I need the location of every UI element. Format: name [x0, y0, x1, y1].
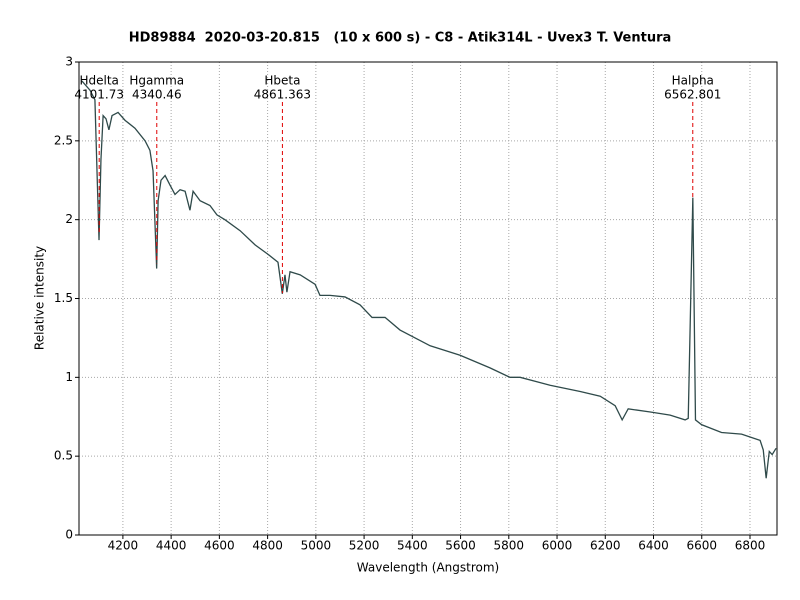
annotation-label: Hdelta — [79, 74, 118, 88]
y-tick-label: 0.5 — [54, 449, 73, 463]
x-tick-label: 6600 — [686, 539, 717, 553]
y-tick-label: 2 — [65, 212, 73, 226]
x-tick-label: 5400 — [397, 539, 428, 553]
annotation-label: Halpha — [672, 74, 714, 88]
x-tick-label: 4400 — [156, 539, 187, 553]
x-tick-label: 6200 — [590, 539, 621, 553]
plot-frame — [78, 61, 778, 536]
annotation-label: Hgamma — [129, 74, 184, 88]
x-tick-label: 4200 — [108, 539, 139, 553]
annotation-value: 4101.73 — [74, 88, 124, 102]
x-axis-label: Wavelength (Angstrom) — [357, 561, 499, 575]
annotation-value: 6562.801 — [664, 88, 721, 102]
x-tick-label: 6000 — [542, 539, 573, 553]
spectrum-line — [81, 80, 777, 479]
y-tick-label: 1 — [65, 370, 73, 384]
y-tick-label: 0 — [65, 528, 73, 542]
annotation-value: 4861.363 — [254, 88, 311, 102]
annotation-value: 4340.46 — [132, 88, 182, 102]
x-tick-label: 4600 — [204, 539, 235, 553]
x-tick-label: 5600 — [445, 539, 476, 553]
x-tick-label: 5000 — [301, 539, 332, 553]
x-tick-label: 6800 — [735, 539, 766, 553]
x-tick-label: 4800 — [252, 539, 283, 553]
chart-title: HD89884 2020-03-20.815 (10 x 600 s) - C8… — [129, 31, 672, 46]
annotation-label: Hbeta — [264, 74, 300, 88]
x-tick-label: 5200 — [349, 539, 380, 553]
y-tick-label: 2.5 — [54, 133, 73, 147]
x-tick-label: 5800 — [494, 539, 525, 553]
x-tick-label: 6400 — [638, 539, 669, 553]
y-tick-label: 1.5 — [54, 291, 73, 305]
y-tick-label: 3 — [65, 55, 73, 69]
y-axis-label: Relative intensity — [33, 246, 47, 350]
